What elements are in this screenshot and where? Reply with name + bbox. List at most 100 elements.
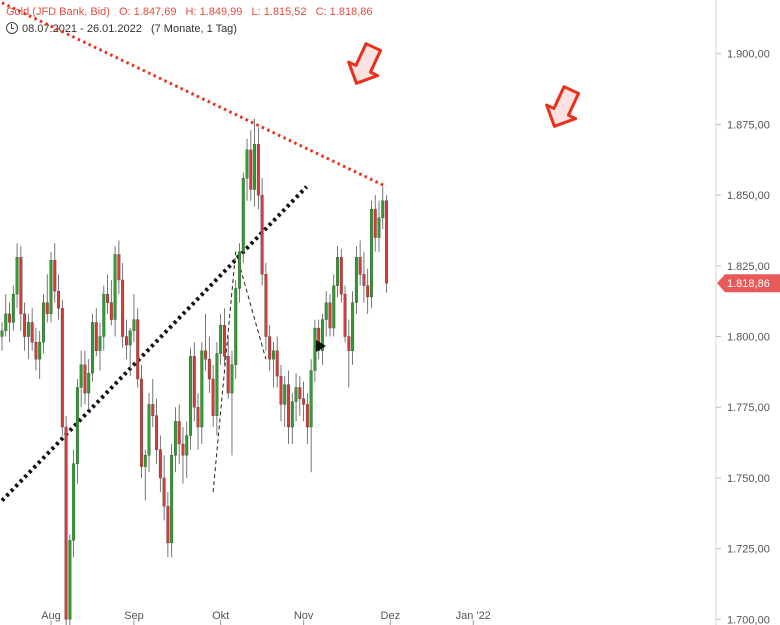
candle-body	[268, 336, 272, 360]
candle-body	[15, 257, 19, 295]
candle-body	[271, 350, 275, 360]
annotations	[316, 42, 581, 352]
arrow-shape	[347, 42, 383, 85]
candle-body	[72, 463, 76, 541]
candle-body	[64, 426, 68, 620]
candle-body	[34, 342, 38, 360]
candle-body	[362, 274, 366, 286]
candle-body	[200, 350, 204, 428]
candle-body	[117, 254, 121, 281]
candle-body	[140, 378, 143, 467]
candle-body	[4, 313, 8, 332]
candle-body	[57, 291, 60, 309]
candle-body	[75, 387, 79, 464]
candle-body	[189, 356, 192, 436]
downtrend-line	[1, 1, 388, 189]
candle-body	[11, 293, 15, 323]
candle-body	[173, 421, 177, 456]
candle-body	[287, 384, 290, 428]
candle-body	[320, 319, 324, 351]
candle-body	[283, 384, 287, 405]
y-tick-label: 1.850,00	[727, 190, 770, 202]
candle-body	[275, 350, 279, 377]
candle-body	[238, 251, 241, 289]
candle-body	[30, 322, 34, 343]
candle-body	[264, 274, 268, 337]
x-tick-label: Okt	[212, 610, 229, 622]
candle-body	[109, 302, 113, 320]
candle-body	[324, 302, 328, 320]
candle-body	[143, 455, 147, 467]
close-value: C: 1.818,86	[315, 6, 373, 18]
period-label: (7 Monate, 1 Tag)	[150, 23, 237, 35]
y-tick-label: 1.875,00	[727, 119, 770, 131]
instrument-name: Gold (JFD Bank, Bid)	[6, 6, 110, 18]
down-arrow-icon	[347, 42, 383, 85]
candle-body	[106, 293, 110, 303]
candle-body	[302, 398, 306, 405]
candle-body	[260, 194, 264, 275]
candle-body	[305, 404, 309, 428]
candles	[0, 118, 388, 625]
candle-body	[196, 407, 200, 428]
candle-body	[385, 200, 388, 284]
arrow-shape	[545, 85, 581, 128]
candle-body	[113, 254, 117, 320]
candle-body	[253, 144, 257, 190]
candle-body	[230, 364, 234, 394]
open-value: O: 1.847,69	[118, 6, 177, 18]
candle-body	[23, 313, 27, 337]
candle-body	[290, 401, 294, 428]
candle-body	[181, 443, 185, 456]
candle-body	[366, 285, 370, 298]
arrowhead-icon	[316, 340, 326, 352]
candle-body	[317, 327, 321, 351]
chart-header-ohlc: Gold (JFD Bank, Bid) O: 1.847,69 H: 1.84…	[6, 6, 378, 18]
candle-body	[207, 359, 211, 380]
last-price-badge	[717, 274, 780, 293]
candle-body	[136, 319, 140, 380]
candle-body	[147, 404, 151, 456]
x-tick-label: Nov	[294, 610, 314, 622]
candle-body	[358, 257, 362, 275]
candle-body	[373, 209, 377, 238]
candle-body	[42, 302, 45, 343]
candle-body	[279, 375, 283, 405]
candle-body	[328, 302, 332, 329]
candle-body	[347, 336, 351, 351]
candle-body	[245, 149, 249, 179]
candle-body	[124, 336, 128, 346]
candle-body	[0, 330, 4, 337]
candle-body	[294, 387, 298, 402]
candle-body	[19, 257, 23, 315]
candle-body	[351, 302, 355, 351]
x-tick-label: Dez	[381, 610, 401, 622]
candle-body	[377, 217, 381, 238]
candle-body	[192, 356, 196, 408]
candle-body	[343, 293, 347, 337]
candle-body	[162, 477, 166, 507]
candle-body	[49, 260, 53, 315]
y-tick-label: 1.825,00	[727, 261, 770, 273]
candle-body	[102, 293, 106, 337]
x-tick-label: Jan '22	[456, 610, 491, 622]
candle-body	[215, 353, 219, 416]
candle-body	[370, 209, 373, 298]
y-tick-label: 1.775,00	[727, 402, 770, 414]
candle-body	[336, 257, 339, 286]
candle-body	[309, 370, 313, 428]
candle-body	[121, 279, 125, 337]
candle-body	[177, 421, 181, 445]
candle-body	[241, 178, 245, 252]
candle-body	[155, 415, 159, 450]
candle-body	[381, 200, 385, 218]
uptrend-line	[0, 185, 309, 502]
down-arrow-icon	[545, 85, 581, 128]
y-tick-label: 1.800,00	[727, 332, 770, 344]
candle-body	[38, 342, 42, 360]
candle-body	[158, 449, 162, 479]
candle-body	[128, 330, 132, 346]
candle-body	[60, 308, 64, 428]
candle-body	[339, 257, 343, 295]
